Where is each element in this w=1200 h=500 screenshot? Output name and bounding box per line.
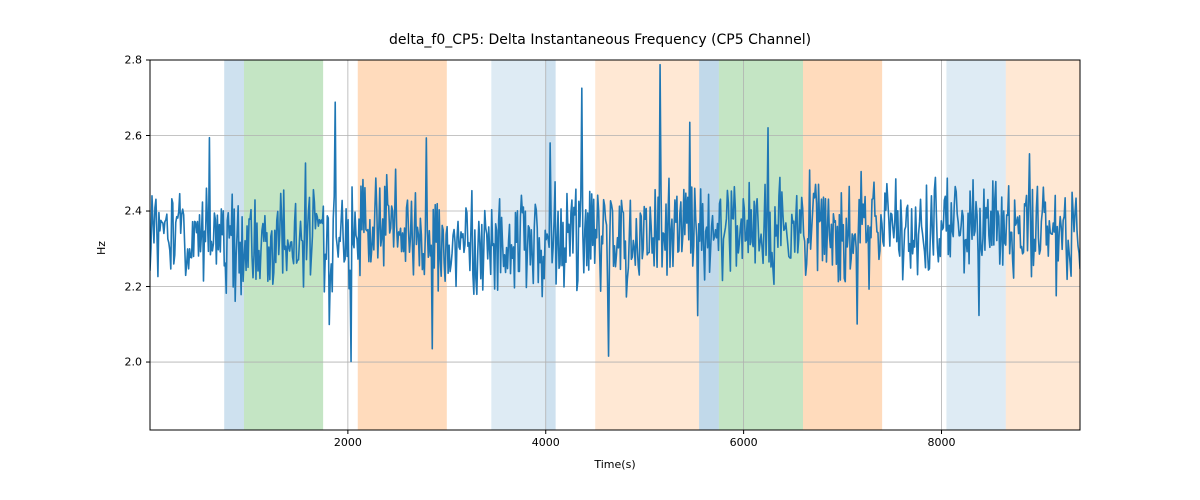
x-tick-label: 8000 bbox=[927, 436, 955, 449]
chart-container: delta_f0_CP5: Delta Instantaneous Freque… bbox=[0, 0, 1200, 500]
x-tick-label: 2000 bbox=[334, 436, 362, 449]
y-tick-label: 2.4 bbox=[102, 205, 142, 218]
x-tick-label: 6000 bbox=[730, 436, 758, 449]
plot-svg bbox=[0, 0, 1200, 500]
y-tick-label: 2.6 bbox=[102, 129, 142, 142]
y-tick-label: 2.8 bbox=[102, 54, 142, 67]
x-tick-label: 4000 bbox=[532, 436, 560, 449]
y-tick-label: 2.0 bbox=[102, 356, 142, 369]
y-tick-label: 2.2 bbox=[102, 280, 142, 293]
x-axis-label: Time(s) bbox=[150, 458, 1080, 471]
y-axis-label: Hz bbox=[95, 241, 108, 255]
